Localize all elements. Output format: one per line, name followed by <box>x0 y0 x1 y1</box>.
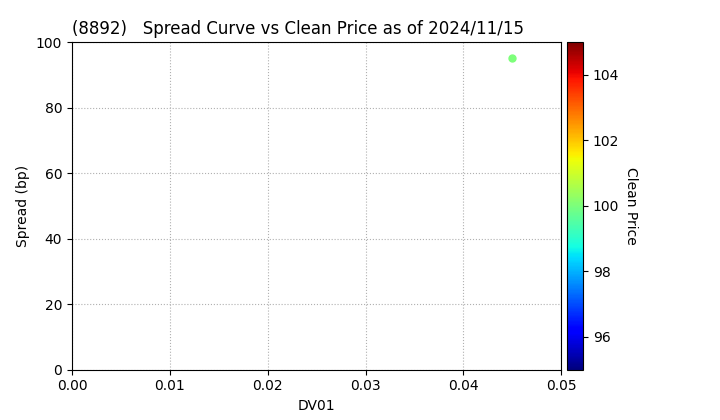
X-axis label: DV01: DV01 <box>298 399 336 413</box>
Text: (8892)   Spread Curve vs Clean Price as of 2024/11/15: (8892) Spread Curve vs Clean Price as of… <box>72 20 524 38</box>
Y-axis label: Spread (bp): Spread (bp) <box>17 165 30 247</box>
Point <box>507 55 518 62</box>
Y-axis label: Clean Price: Clean Price <box>624 167 639 245</box>
